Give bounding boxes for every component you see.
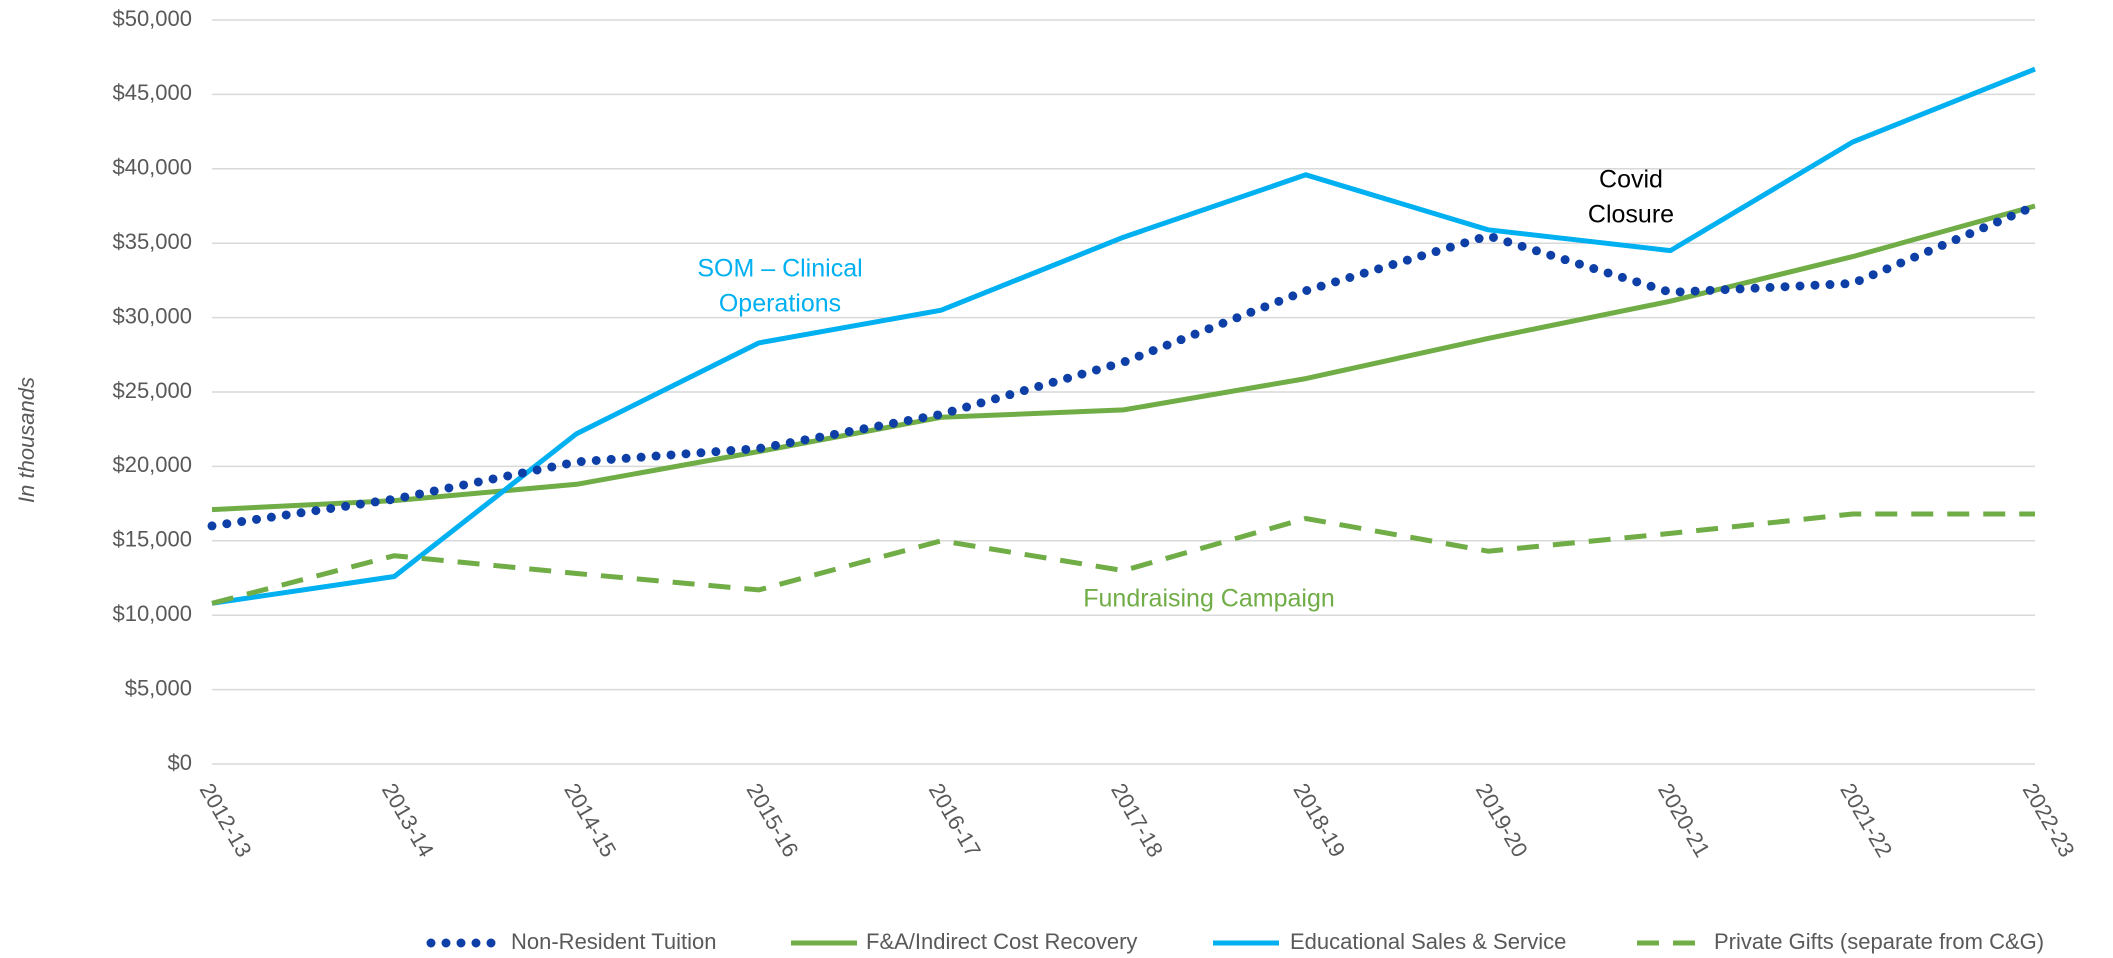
annotation: Operations bbox=[719, 290, 841, 318]
annotation: Covid bbox=[1599, 166, 1663, 194]
legend-label: Private Gifts (separate from C&G) bbox=[1714, 929, 2044, 954]
y-tick-label: $45,000 bbox=[112, 80, 192, 105]
series-line bbox=[211, 203, 2036, 513]
y-tick-label: $0 bbox=[168, 750, 192, 775]
y-tick-label: $40,000 bbox=[112, 155, 192, 180]
x-tick-label: 2013-14 bbox=[377, 779, 439, 861]
y-tick-label: $15,000 bbox=[112, 527, 192, 552]
y-tick-label: $5,000 bbox=[125, 675, 192, 700]
x-tick-label: 2017-18 bbox=[1106, 779, 1168, 861]
y-tick-label: $30,000 bbox=[112, 303, 192, 328]
x-tick-label: 2012-13 bbox=[195, 779, 257, 861]
x-tick-label: 2016-17 bbox=[924, 779, 986, 861]
series-line bbox=[211, 66, 2036, 606]
x-tick-label: 2019-20 bbox=[1471, 779, 1533, 861]
x-tick-label: 2022-23 bbox=[2018, 779, 2080, 861]
y-tick-label: $50,000 bbox=[112, 6, 192, 31]
y-tick-label: $35,000 bbox=[112, 229, 192, 254]
x-tick-label: 2020-21 bbox=[1653, 779, 1715, 861]
legend-label: Non-Resident Tuition bbox=[511, 929, 716, 954]
annotation: Fundraising Campaign bbox=[1083, 585, 1335, 613]
y-tick-label: $20,000 bbox=[112, 452, 192, 477]
y-axis-label: In thousands bbox=[14, 377, 39, 503]
annotation: SOM – Clinical bbox=[697, 255, 862, 283]
x-tick-label: 2015-16 bbox=[742, 779, 804, 861]
y-tick-label: $25,000 bbox=[112, 378, 192, 403]
annotation: Closure bbox=[1588, 201, 1674, 229]
legend-label: F&A/Indirect Cost Recovery bbox=[866, 929, 1137, 954]
y-tick-label: $10,000 bbox=[112, 601, 192, 626]
x-tick-label: 2014-15 bbox=[559, 779, 621, 861]
legend-label: Educational Sales & Service bbox=[1290, 929, 1566, 954]
x-tick-label: 2021-22 bbox=[1835, 779, 1897, 861]
series-line bbox=[207, 201, 2040, 531]
x-tick-label: 2018-19 bbox=[1288, 779, 1350, 861]
